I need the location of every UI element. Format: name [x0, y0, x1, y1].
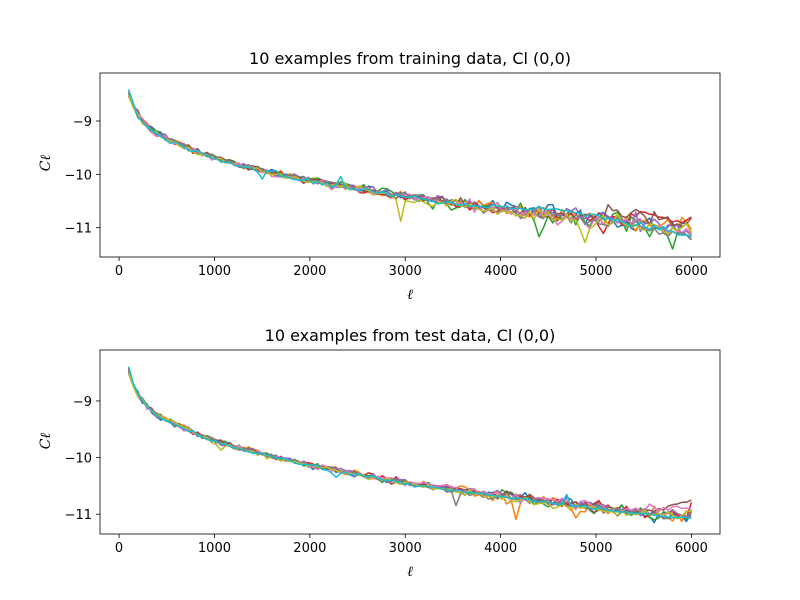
chart-title: 10 examples from training data, Cl (0,0) — [249, 49, 571, 68]
x-tick-label: 4000 — [484, 541, 517, 556]
x-tick-label: 4000 — [484, 264, 517, 279]
x-tick-label: 1000 — [198, 264, 231, 279]
series-line-10 — [127, 366, 692, 519]
y-tick-label: −11 — [65, 222, 92, 237]
y-tick-label: −10 — [65, 452, 92, 467]
x-tick-label: 3000 — [389, 541, 422, 556]
axis-layer: 0 1000 2000 3000 4000 5000 6000 −11 −10 −9 — [65, 72, 721, 279]
y-tick-label: −9 — [73, 395, 92, 410]
x-tick-label: 5000 — [579, 264, 612, 279]
series-line-9 — [127, 94, 693, 244]
x-tick-label: 3000 — [389, 264, 422, 279]
x-tick-label: 2000 — [293, 541, 326, 556]
chart-test: 10 examples from test data, Cl (0,0) 0 10… — [38, 326, 721, 580]
x-tick-label: 5000 — [579, 541, 612, 556]
x-tick-label: 0 — [115, 264, 123, 279]
axis-layer: 0 1000 2000 3000 4000 5000 6000 −11 −10 −9 — [65, 349, 721, 556]
plot-frame — [99, 349, 721, 535]
series-line-10 — [127, 89, 692, 238]
chart-title: 10 examples from test data, Cl (0,0) — [265, 326, 556, 345]
y-axis-label: Cℓ — [38, 155, 54, 172]
y-axis-label: Cℓ — [38, 433, 54, 450]
series-line-6 — [127, 94, 692, 228]
plot-frame — [99, 72, 721, 258]
x-tick-label: 2000 — [293, 264, 326, 279]
x-tick-label: 1000 — [198, 541, 231, 556]
chart-training: 10 examples from training data, Cl (0,0)… — [38, 49, 721, 303]
x-tick-label: 6000 — [675, 541, 708, 556]
y-tick-label: −9 — [73, 115, 92, 130]
series-layer — [127, 89, 693, 250]
x-axis-label: ℓ — [407, 287, 413, 303]
series-layer — [127, 366, 693, 524]
x-axis-label: ℓ — [407, 564, 413, 580]
x-tick-label: 6000 — [675, 264, 708, 279]
x-tick-label: 0 — [115, 541, 123, 556]
y-tick-label: −10 — [65, 168, 92, 183]
y-tick-label: −11 — [65, 508, 92, 523]
